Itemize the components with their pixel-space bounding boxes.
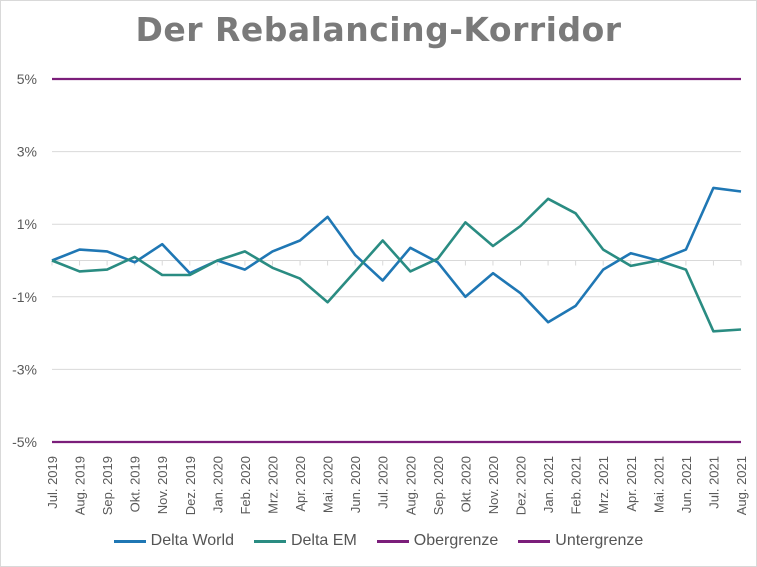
- x-tick-label: Dez. 2020: [514, 456, 529, 515]
- x-tick-label: Jul. 2020: [376, 456, 391, 509]
- y-tick-label: 3%: [17, 144, 37, 160]
- y-tick-label: 5%: [17, 71, 37, 87]
- x-tick-label: Nov. 2020: [486, 456, 501, 514]
- series-line-delta-em: [51, 197, 742, 333]
- legend-swatch: [113, 539, 146, 543]
- x-tick-label: Jul. 2021: [706, 456, 721, 509]
- chart-legend: Delta World Delta EM Obergrenze Untergrenze: [0, 532, 757, 550]
- legend-swatch: [253, 539, 286, 543]
- x-tick-label: Aug. 2021: [734, 456, 749, 515]
- x-tick-label: Jun. 2020: [348, 456, 363, 513]
- x-tick-label: Jan. 2020: [210, 456, 225, 513]
- x-tick-label: Sep. 2019: [100, 456, 115, 515]
- x-tick-label: Mrz. 2020: [265, 456, 280, 514]
- y-tick-label: 1%: [17, 216, 37, 232]
- legend-item: Delta EM: [253, 532, 357, 550]
- chart-title: Der Rebalancing-Korridor: [135, 10, 622, 49]
- x-tick-label: Mrz. 2021: [596, 456, 611, 514]
- x-tick-label: Okt. 2019: [128, 456, 143, 512]
- y-tick-label: -1%: [12, 289, 37, 305]
- legend-label: Delta World: [150, 532, 234, 549]
- x-tick-label: Okt. 2020: [458, 456, 473, 512]
- y-tick-label: -3%: [12, 361, 37, 377]
- x-tick-label: Sep. 2020: [431, 456, 446, 515]
- x-tick-label: Mai. 2021: [651, 456, 666, 513]
- series-line-delta-world: [51, 186, 742, 324]
- x-tick-label: Aug. 2020: [403, 456, 418, 515]
- legend-label: Untergrenze: [555, 532, 644, 549]
- y-tick-label: -5%: [12, 434, 37, 450]
- x-tick-label: Dez. 2019: [183, 456, 198, 515]
- legend-label: Delta EM: [290, 532, 357, 549]
- x-tick-label: Feb. 2020: [238, 456, 253, 515]
- x-tick-label: Apr. 2020: [293, 456, 308, 512]
- x-tick-label: Aug. 2019: [73, 456, 88, 515]
- legend-swatch: [376, 539, 409, 543]
- legend-label: Obergrenze: [413, 532, 499, 549]
- x-tick-label: Jun. 2021: [679, 456, 694, 513]
- x-tick-label: Jul. 2019: [45, 456, 60, 509]
- x-tick-label: Jan. 2021: [541, 456, 556, 513]
- x-tick-label: Feb. 2021: [569, 456, 584, 515]
- legend-swatch: [518, 539, 551, 543]
- legend-item: Obergrenze: [376, 532, 499, 550]
- x-tick-label: Apr. 2021: [624, 456, 639, 512]
- x-tick-label: Mai. 2020: [321, 456, 336, 513]
- legend-item: Untergrenze: [518, 532, 643, 550]
- x-tick-label: Nov. 2019: [155, 456, 170, 514]
- legend-item: Delta World: [113, 532, 234, 550]
